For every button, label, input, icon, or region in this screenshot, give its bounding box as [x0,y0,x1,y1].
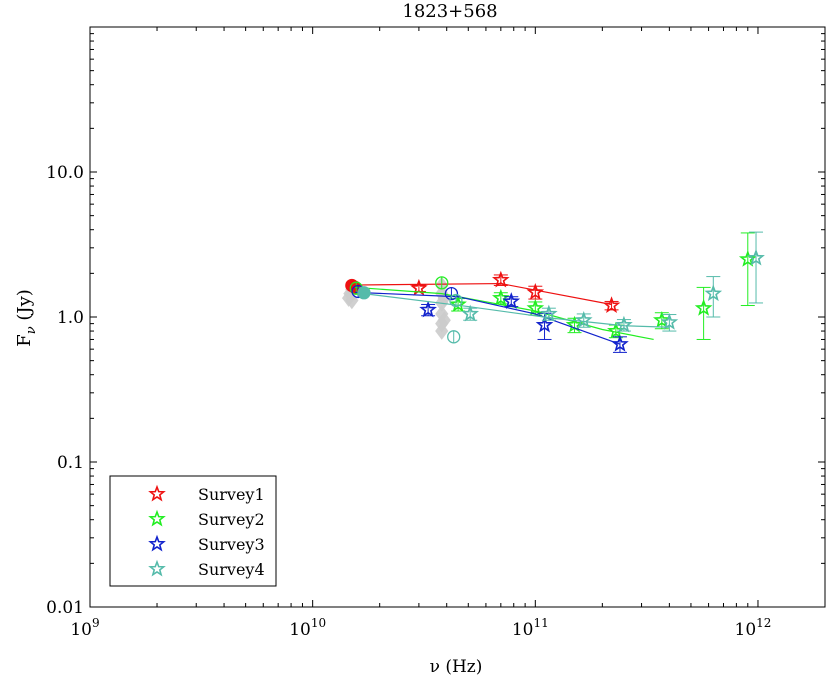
x-tick-label: 109 [70,616,99,640]
fit-line-survey3 [355,291,621,345]
star-point-survey1 [491,270,510,288]
y-axis-label: Fν (Jy) [14,289,39,347]
star-point-survey2 [652,310,671,328]
plot-area [341,231,765,353]
x-tick-label-base: 10 [735,620,757,640]
star-point-survey1 [602,296,621,314]
circle-point [357,286,371,300]
star-point-survey3 [502,292,521,309]
star-point-survey4 [660,312,679,330]
x-tick-label: 1012 [735,616,772,640]
legend-marker-survey4 [148,559,166,577]
legend-marker-survey1 [148,484,166,502]
legend-marker-survey3 [148,534,166,552]
star-point-survey4 [574,310,593,328]
star-point-survey2 [491,288,510,306]
star-point-survey4 [615,315,633,333]
star-point-survey4 [539,304,558,322]
background-point [437,311,451,330]
star-point-survey3 [419,300,437,318]
star-point-survey2 [526,298,545,316]
star-point-survey2 [738,250,757,267]
legend-marker-survey2 [148,509,166,527]
star-point-survey4 [461,304,480,322]
y-tick-label: 0.01 [46,598,84,618]
x-tick-label-base: 10 [512,620,534,640]
x-tick-label: 1010 [289,616,326,640]
x-tick-label-exponent: 9 [92,616,100,630]
x-tick-label-base: 10 [289,620,311,640]
background-point [345,291,359,310]
star-point-survey3 [535,315,554,333]
legend-label-survey1: Survey1 [198,485,265,504]
y-axis-label-unit: (Jy) [14,289,35,326]
legend-label-survey4: Survey4 [198,560,265,579]
y-tick-label: 0.1 [57,453,84,473]
x-tick-label-exponent: 10 [311,616,326,630]
star-point-survey2 [449,295,467,312]
x-tick-label-base: 10 [70,620,92,640]
star-point-survey1 [526,283,545,300]
star-point-survey4 [747,248,765,266]
star-point-survey3 [611,334,629,352]
y-axis-label-sub: ν [24,326,39,334]
x-axis-label: ν (Hz) [430,657,483,677]
star-point-survey1 [410,278,428,296]
x-tick-label: 1011 [512,616,549,640]
chart-title: 1823+568 [402,1,497,22]
y-axis-label-main: F [14,334,35,347]
star-point-survey2 [694,298,713,316]
y-tick-label: 1.0 [57,308,84,328]
star-point-survey4 [704,284,723,302]
x-tick-label-exponent: 11 [533,616,548,630]
legend-label-survey3: Survey3 [198,535,265,554]
legend: Survey1 Survey2 Survey3 Survey4 [109,475,277,587]
x-tick-label-exponent: 12 [756,616,771,630]
legend-label-survey2: Survey2 [198,510,265,529]
y-tick-label: 10.0 [46,163,84,183]
legend-box [109,475,277,587]
